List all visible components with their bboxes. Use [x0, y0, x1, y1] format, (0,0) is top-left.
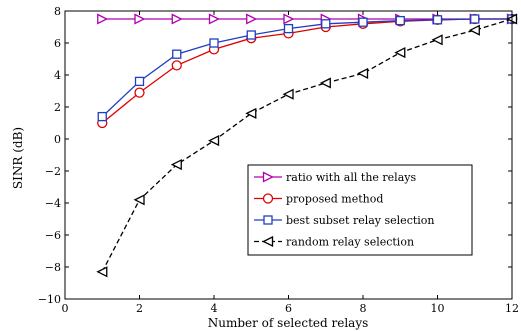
y-tick-label--2: −2 — [45, 165, 61, 178]
legend-marker-ratio-with-all-the-relays — [262, 171, 274, 183]
data-point-random-relay-selection-4 — [208, 135, 220, 147]
data-point-random-relay-selection-8 — [357, 67, 369, 79]
data-point-ratio-with-all-the-relays-1 — [97, 13, 109, 25]
x-axis-label: Number of selected relays — [208, 316, 369, 330]
legend-marker-proposed-method — [262, 193, 274, 204]
data-point-best-subset-relay-selection-3 — [172, 49, 182, 59]
data-point-random-relay-selection-3 — [170, 159, 182, 171]
x-tick-label-2: 2 — [136, 302, 143, 315]
y-tick-label--6: −6 — [45, 229, 61, 242]
data-point-best-subset-relay-selection-6 — [283, 23, 294, 34]
y-tick-label--10: −10 — [38, 293, 61, 306]
plot-frame — [64, 10, 513, 300]
legend-box — [247, 164, 473, 256]
y-tick-label-8: 8 — [54, 5, 61, 18]
data-point-ratio-with-all-the-relays-4 — [208, 13, 220, 25]
data-point-best-subset-relay-selection-2 — [134, 76, 145, 87]
data-point-best-subset-relay-selection-5 — [246, 30, 256, 40]
data-point-ratio-with-all-the-relays-5 — [246, 13, 258, 25]
data-point-ratio-with-all-the-relays-6 — [283, 13, 295, 25]
legend-entry-proposed-method: proposed method — [286, 193, 383, 206]
data-point-ratio-with-all-the-relays-2 — [134, 13, 146, 25]
legend-marker-best-subset-relay-selection — [263, 215, 273, 225]
axes-layer: 0 2 4 6 8 10 12 −10 −8 −6 −4 −2 0 2 4 6 8 — [38, 5, 519, 315]
x-tick-label-4: 4 — [211, 302, 218, 315]
data-point-best-subset-relay-selection-7 — [321, 19, 331, 29]
x-tick-label-12: 12 — [505, 302, 519, 315]
y-tick-label-2: 2 — [54, 101, 61, 114]
data-point-best-subset-relay-selection-11 — [470, 14, 480, 24]
data-point-random-relay-selection-2 — [133, 194, 145, 206]
y-tick-label--8: −8 — [45, 261, 61, 274]
series-line-proposed-method — [101, 18, 512, 124]
data-point-best-subset-relay-selection-1 — [97, 111, 107, 122]
series-line-random-relay-selection — [101, 18, 513, 273]
data-point-ratio-with-all-the-relays-3 — [171, 13, 183, 25]
y-tick-label-0: 0 — [54, 133, 61, 146]
x-tick-label-6: 6 — [285, 302, 292, 315]
legend-marker-random-relay-selection — [262, 235, 274, 248]
y-axis-label: SINR (dB) — [11, 127, 25, 189]
series-line-best-subset-relay-selection — [101, 18, 512, 118]
y-tick-label--4: −4 — [45, 197, 61, 210]
y-tick-label-4: 4 — [54, 69, 61, 82]
data-point-random-relay-selection-10 — [431, 34, 443, 46]
legend: ratio with all the relays proposed method… — [247, 164, 473, 256]
x-tick-label-8: 8 — [360, 302, 367, 315]
data-point-random-relay-selection-1 — [96, 266, 108, 278]
data-point-random-relay-selection-9 — [394, 47, 406, 59]
data-point-best-subset-relay-selection-8 — [358, 17, 368, 27]
legend-entry-best-subset-relay-selection: best subset relay selection — [286, 214, 435, 227]
plot-layer — [96, 13, 518, 278]
data-point-proposed-method-2 — [134, 87, 145, 98]
legend-entry-ratio-with-all-the-relays: ratio with all the relays — [286, 171, 416, 184]
data-point-random-relay-selection-5 — [245, 107, 257, 119]
data-point-best-subset-relay-selection-10 — [432, 15, 443, 25]
data-point-random-relay-selection-11 — [468, 24, 480, 36]
data-point-proposed-method-3 — [171, 60, 182, 71]
data-point-best-subset-relay-selection-9 — [395, 15, 405, 26]
y-tick-label-6: 6 — [54, 37, 61, 50]
data-point-best-subset-relay-selection-4 — [209, 38, 219, 48]
legend-entry-random-relay-selection: random relay selection — [286, 236, 414, 249]
data-point-random-relay-selection-6 — [282, 88, 294, 100]
x-tick-label-0: 0 — [62, 302, 69, 315]
x-tick-label-10: 10 — [431, 302, 445, 315]
data-point-random-relay-selection-7 — [319, 77, 331, 89]
